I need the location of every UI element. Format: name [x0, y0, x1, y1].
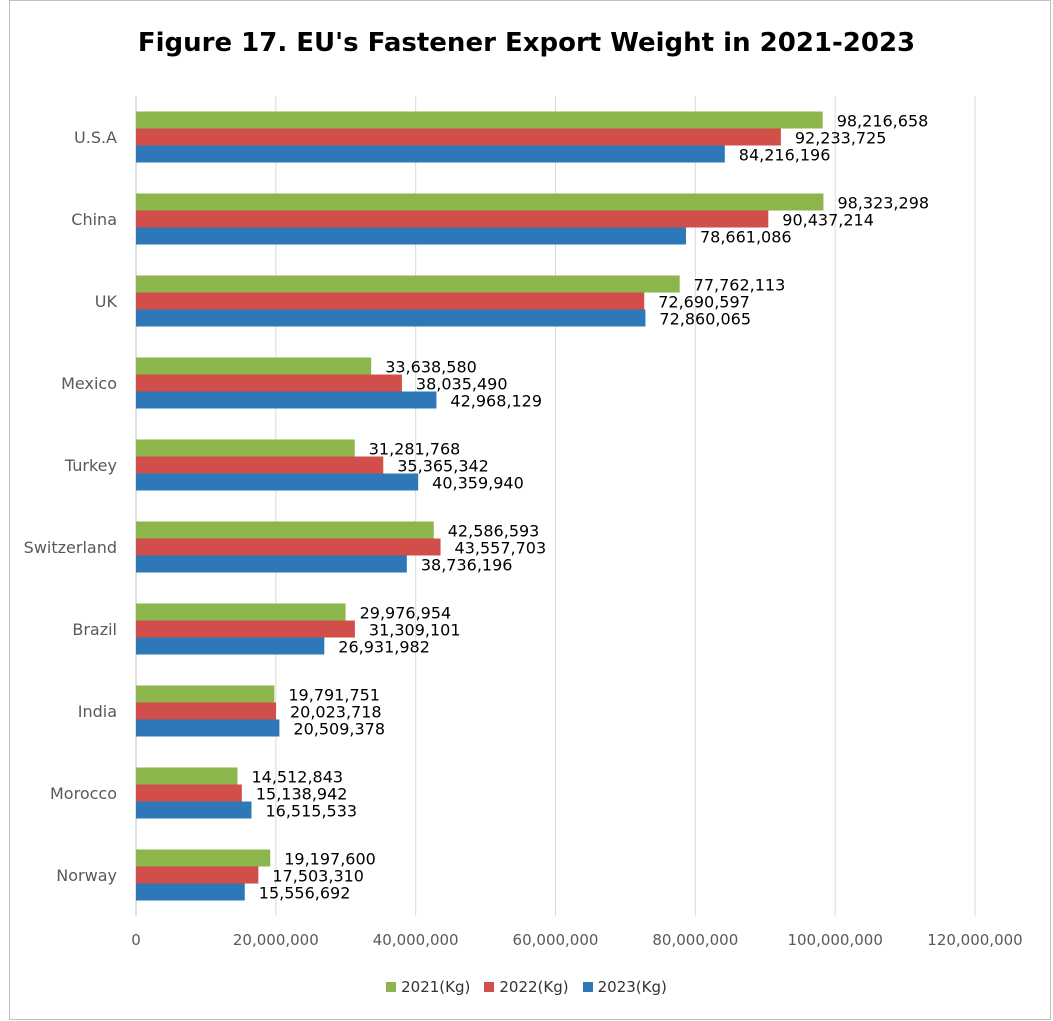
bar — [136, 292, 645, 310]
legend-swatch — [582, 982, 593, 992]
data-label: 15,138,942 — [256, 785, 348, 804]
data-label: 77,762,113 — [694, 276, 786, 295]
bar — [136, 866, 259, 884]
bar — [136, 603, 346, 621]
legend-item[interactable]: 2023(Kg) — [582, 978, 667, 996]
category-label: U.S.A — [74, 128, 117, 147]
data-label: 38,035,490 — [416, 375, 508, 394]
data-label: 40,359,940 — [432, 474, 524, 493]
bar — [136, 193, 824, 211]
legend-swatch — [386, 982, 397, 992]
category-label: China — [71, 210, 117, 229]
legend-label: 2021(Kg) — [401, 978, 471, 996]
category-label: Mexico — [61, 374, 117, 393]
bar — [136, 391, 437, 409]
x-tick-label: 40,000,000 — [373, 931, 459, 949]
x-tick-label: 80,000,000 — [652, 931, 738, 949]
x-tick-label: 60,000,000 — [513, 931, 599, 949]
bar — [136, 357, 372, 375]
bar — [136, 521, 434, 539]
data-label: 72,860,065 — [659, 310, 751, 329]
legend-item[interactable]: 2022(Kg) — [484, 978, 569, 996]
data-label: 72,690,597 — [658, 293, 750, 312]
x-tick-label: 120,000,000 — [927, 931, 1022, 949]
bar — [136, 309, 646, 327]
data-label: 19,791,751 — [288, 686, 380, 705]
data-label: 15,556,692 — [259, 884, 351, 903]
x-tick-label: 0 — [131, 931, 141, 949]
category-label: Brazil — [72, 620, 117, 639]
category-label: Morocco — [50, 784, 117, 803]
data-label: 78,661,086 — [700, 228, 792, 247]
data-label: 84,216,196 — [739, 146, 831, 165]
bar — [136, 719, 280, 737]
bar — [136, 374, 402, 392]
bar — [136, 111, 823, 129]
bar — [136, 883, 245, 901]
data-label: 90,437,214 — [782, 211, 874, 230]
bar — [136, 210, 769, 228]
data-label: 29,976,954 — [360, 604, 452, 623]
data-label: 38,736,196 — [421, 556, 513, 575]
legend-swatch — [484, 982, 495, 992]
data-label: 43,557,703 — [455, 539, 547, 558]
bar — [136, 555, 407, 573]
bar — [136, 275, 680, 293]
data-label: 19,197,600 — [284, 850, 376, 869]
data-label: 20,023,718 — [290, 703, 382, 722]
data-label: 26,931,982 — [338, 638, 430, 657]
data-label: 92,233,725 — [795, 129, 887, 148]
bar — [136, 801, 252, 819]
category-label: India — [78, 702, 117, 721]
data-label: 31,281,768 — [369, 440, 461, 459]
data-label: 42,586,593 — [448, 522, 540, 541]
data-label: 98,323,298 — [837, 194, 929, 213]
data-label: 17,503,310 — [272, 867, 364, 886]
chart-title: Figure 17. EU's Fastener Export Weight i… — [137, 28, 916, 58]
bar — [136, 702, 276, 720]
legend-label: 2022(Kg) — [499, 978, 569, 996]
bar — [136, 849, 271, 867]
x-tick-label: 100,000,000 — [787, 931, 882, 949]
bar — [136, 637, 325, 655]
category-label: Switzerland — [24, 538, 117, 557]
data-label: 31,309,101 — [369, 621, 461, 640]
legend-label: 2023(Kg) — [597, 978, 667, 996]
bar — [136, 145, 725, 163]
category-label: Turkey — [64, 456, 117, 475]
data-label: 33,638,580 — [385, 358, 477, 377]
bar — [136, 439, 355, 457]
data-label: 42,968,129 — [450, 392, 542, 411]
bar — [136, 227, 686, 245]
bar — [136, 620, 355, 638]
legend-item[interactable]: 2021(Kg) — [386, 978, 470, 996]
data-label: 20,509,378 — [293, 720, 385, 739]
data-label: 16,515,533 — [265, 802, 357, 821]
bar — [136, 767, 238, 785]
data-label: 35,365,342 — [397, 457, 489, 476]
chart-legend: 2021(Kg) 2022(Kg) 2023(Kg) — [0, 978, 1053, 996]
bar — [136, 128, 781, 146]
bar — [136, 473, 419, 491]
category-label: Norway — [56, 866, 117, 885]
bar — [136, 456, 384, 474]
bar — [136, 685, 275, 703]
bar — [136, 538, 441, 556]
x-tick-label: 20,000,000 — [233, 931, 319, 949]
bar — [136, 784, 242, 802]
data-label: 98,216,658 — [837, 112, 929, 131]
category-label: UK — [95, 292, 118, 311]
data-label: 14,512,843 — [251, 768, 343, 787]
